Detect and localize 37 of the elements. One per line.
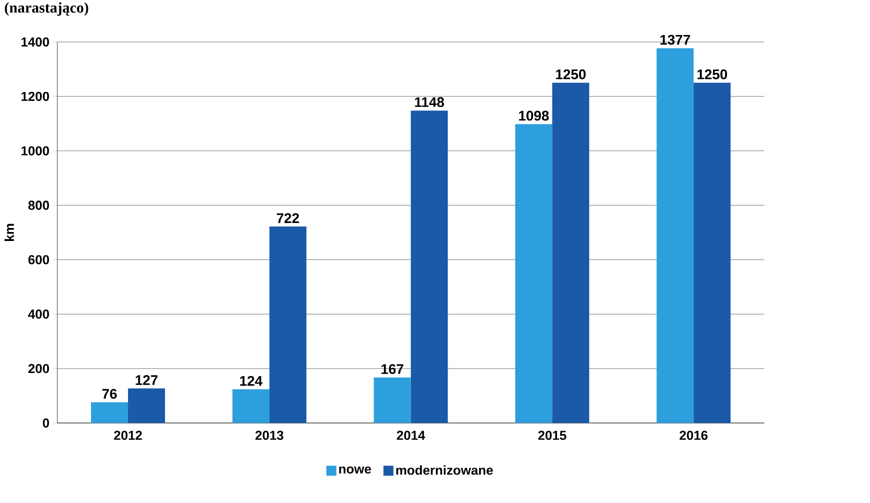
bar (128, 388, 166, 423)
x-tick-label: 2015 (538, 430, 566, 440)
bar (91, 402, 128, 423)
data-label: 76 (102, 388, 117, 399)
y-tick-label: 800 (28, 200, 49, 210)
x-tick-label: 2014 (396, 430, 426, 440)
x-tick-label: 2016 (680, 430, 708, 440)
y-tick-label: 1200 (22, 92, 49, 101)
chart-title: (narastająco) (4, 2, 88, 16)
bar (552, 82, 590, 423)
legend-label: nowe (339, 466, 371, 474)
y-tick-label: 600 (28, 255, 49, 264)
y-tick-label: 400 (28, 310, 49, 319)
y-tick-label: 1400 (22, 37, 49, 47)
data-label: 167 (382, 364, 404, 374)
data-label: 1250 (556, 69, 586, 80)
y-axis-title: km (4, 224, 14, 241)
bar (232, 389, 270, 423)
bar (374, 378, 411, 423)
data-label: 1377 (660, 34, 690, 45)
y-tick-label: 0 (42, 418, 50, 428)
data-label: 1148 (415, 97, 444, 108)
data-label: 127 (136, 375, 158, 385)
bar (656, 48, 694, 423)
data-label: 1098 (519, 110, 549, 121)
x-tick-label: 2013 (255, 430, 284, 440)
bar (410, 110, 448, 423)
bar (694, 82, 731, 423)
bar (515, 124, 552, 423)
y-tick-label: 1000 (22, 146, 49, 156)
y-tick-label: 200 (28, 364, 49, 374)
bar (269, 226, 306, 423)
data-label: 1250 (697, 69, 728, 80)
x-tick-label: 2012 (114, 430, 142, 440)
data-label: 124 (240, 376, 262, 386)
data-label: 722 (276, 213, 299, 223)
legend-label: modernizowane (396, 465, 493, 475)
